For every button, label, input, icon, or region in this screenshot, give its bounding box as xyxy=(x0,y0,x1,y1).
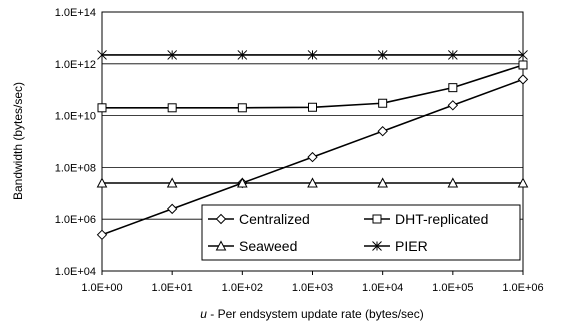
data-point-pier xyxy=(307,50,318,60)
series-group xyxy=(96,50,529,241)
legend-marker-dht-replicated xyxy=(372,214,382,224)
legend-entry-pier: PIER xyxy=(364,238,428,254)
x-tick-label: 1.0E+04 xyxy=(362,282,403,294)
y-tick-label: 1.0E+12 xyxy=(55,59,96,71)
data-point-seaweed xyxy=(517,177,529,188)
legend-marker-centralized xyxy=(215,213,227,225)
data-point-centralized xyxy=(307,151,318,163)
x-tick-label: 1.0E+05 xyxy=(432,282,473,294)
data-point-centralized xyxy=(166,203,178,215)
series-seaweed xyxy=(96,177,529,188)
series-pier xyxy=(97,50,528,60)
legend-label: PIER xyxy=(395,238,428,254)
data-point-centralized xyxy=(447,100,459,111)
y-tick-label: 1.0E+06 xyxy=(55,214,96,226)
legend-label: Seaweed xyxy=(239,238,297,254)
y-tick-label: 1.0E+04 xyxy=(55,266,96,278)
legend-entry-centralized: Centralized xyxy=(208,211,310,227)
y-axis-ticks: 1.0E+04 1.0E+06 1.0E+08 1.0E+10 1.0E+12 1.0E+… xyxy=(55,7,96,278)
x-axis-label: u - Per endsystem update rate (bytes/sec… xyxy=(200,307,423,321)
legend: Centralized DHT-replicated Seaweed PIER xyxy=(201,204,521,261)
data-point-centralized xyxy=(377,125,388,137)
data-point-dht-replicated xyxy=(167,103,177,113)
legend-entry-seaweed: Seaweed xyxy=(208,238,297,254)
data-point-pier xyxy=(167,50,178,60)
data-point-seaweed xyxy=(377,177,388,188)
data-point-centralized xyxy=(517,74,529,85)
x-axis-label-variable: u xyxy=(200,307,207,321)
legend-entry-dht-replicated: DHT-replicated xyxy=(364,211,488,227)
data-point-seaweed xyxy=(166,177,178,188)
data-point-pier xyxy=(237,50,248,60)
data-point-seaweed xyxy=(307,177,318,188)
x-tick-label: 1.0E+02 xyxy=(222,282,263,294)
series-line-dht-replicated xyxy=(102,64,524,109)
legend-marker-seaweed xyxy=(215,240,227,251)
data-point-pier xyxy=(518,50,528,60)
data-point-dht-replicated xyxy=(378,98,388,108)
legend-label: DHT-replicated xyxy=(395,211,488,227)
y-tick-label: 1.0E+08 xyxy=(55,162,96,174)
y-axis-label: Bandwidth (bytes/sec) xyxy=(11,82,25,200)
data-point-pier xyxy=(447,50,458,60)
data-point-seaweed xyxy=(96,177,108,188)
x-tick-label: 1.0E+00 xyxy=(81,282,122,294)
data-point-dht-replicated xyxy=(97,103,107,113)
data-point-pier xyxy=(377,50,388,60)
data-point-dht-replicated xyxy=(518,60,528,70)
series-dht-replicated xyxy=(97,60,528,113)
y-tick-label: 1.0E+10 xyxy=(55,111,96,123)
x-tick-label: 1.0E+01 xyxy=(152,282,193,294)
data-point-pier xyxy=(97,50,107,60)
data-point-dht-replicated xyxy=(308,102,317,112)
data-point-seaweed xyxy=(447,177,459,188)
x-axis-label-text: - Per endsystem update rate (bytes/sec) xyxy=(207,307,424,321)
data-point-seaweed xyxy=(237,177,248,188)
legend-label: Centralized xyxy=(239,211,310,227)
y-tick-label: 1.0E+14 xyxy=(55,7,96,19)
x-tick-label: 1.0E+03 xyxy=(292,282,333,294)
x-tick-label: 1.0E+06 xyxy=(502,282,543,294)
data-point-dht-replicated xyxy=(448,83,458,93)
x-axis-ticks: 1.0E+00 1.0E+01 1.0E+02 1.0E+03 1.0E+04 1.0E+… xyxy=(81,271,544,294)
legend-box xyxy=(201,204,521,261)
data-point-centralized xyxy=(96,229,108,241)
data-point-dht-replicated xyxy=(237,103,247,113)
legend-marker-pier xyxy=(372,241,382,251)
